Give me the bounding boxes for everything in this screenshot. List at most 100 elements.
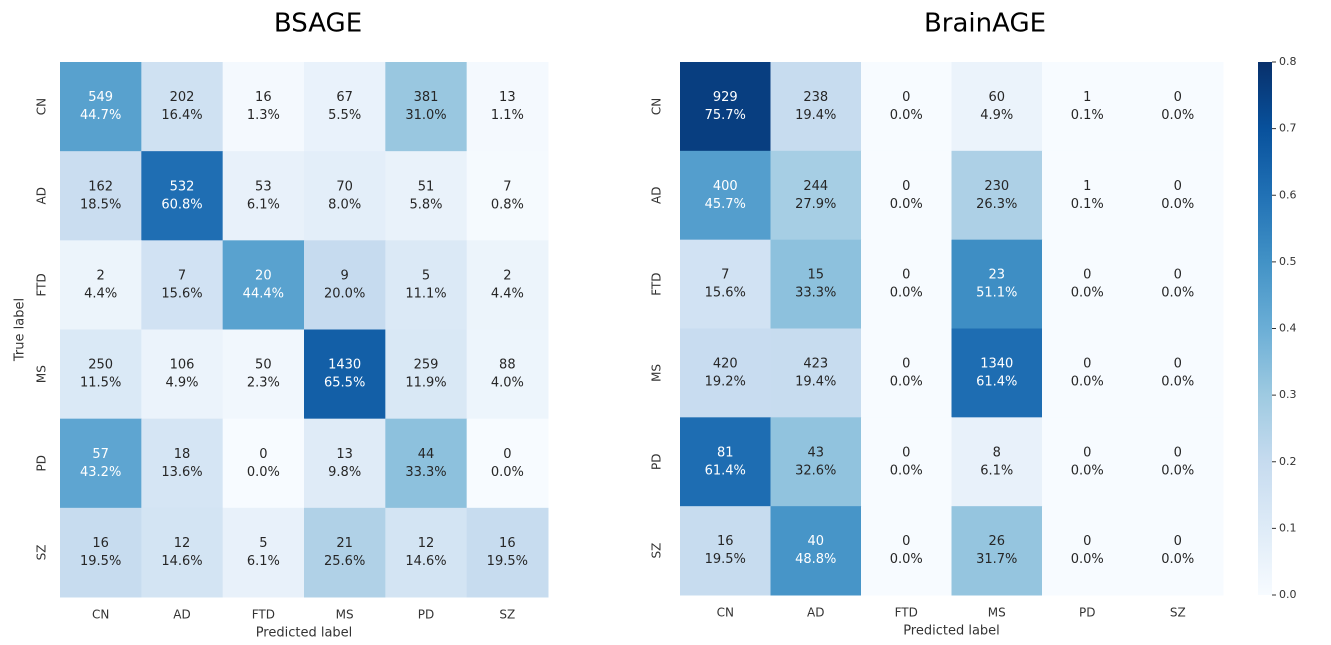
cell-count: 53 [255,179,272,194]
cell-percent: 0.0% [1161,197,1194,212]
cell-percent: 0.0% [1071,286,1104,301]
cell-percent: 33.3% [405,465,446,480]
heatmap-cell [1042,506,1133,596]
cell-percent: 19.4% [795,374,836,389]
colorbar-tick-label: 0.0 [1279,588,1297,601]
cell-count: 0 [902,356,910,371]
cell-count: 0 [1174,90,1182,105]
cell-count: 0 [259,447,267,462]
heatmap-cell [1042,62,1133,152]
heatmap-cell [304,418,386,509]
cell-count: 43 [807,445,824,460]
heatmap-cell [1132,239,1224,329]
heatmap-cell [466,240,549,330]
cell-count: 7 [503,179,511,194]
x-tick-label: MS [988,606,1006,620]
cell-count: 8 [993,445,1001,460]
cell-count: 0 [1083,445,1091,460]
cell-percent: 33.3% [795,286,836,301]
cell-count: 12 [418,536,435,551]
cell-count: 0 [902,534,910,549]
cell-percent: 19.5% [487,554,528,569]
colorbar-tick-label: 0.7 [1279,122,1297,135]
cell-percent: 65.5% [324,376,365,391]
cell-percent: 19.2% [705,374,746,389]
heatmap-cell [466,329,549,420]
cell-percent: 11.5% [80,376,121,391]
cell-percent: 0.0% [1161,286,1194,301]
cell-count: 0 [902,268,910,283]
cell-count: 549 [88,90,113,105]
cell-percent: 6.1% [980,463,1013,478]
cell-count: 162 [88,179,113,194]
heatmap-cell [951,150,1043,241]
y-axis-label: True label [13,298,28,362]
heatmap-cell [770,62,862,152]
heatmap-cell [222,418,305,509]
heatmap-cell [770,150,862,241]
cell-percent: 0.0% [1161,463,1194,478]
cell-count: 1430 [328,358,361,373]
cell-count: 88 [499,358,516,373]
cell-count: 0 [902,445,910,460]
cell-percent: 1.1% [491,108,524,123]
heatmap-cell [951,328,1043,418]
x-tick-label: FTD [895,606,918,620]
heatmap-cell [385,151,468,241]
heatmap-cell [1042,328,1133,418]
cell-percent: 51.1% [976,286,1017,301]
heatmap-cell [466,507,549,598]
heatmap-cell [1132,150,1224,241]
cell-percent: 13.6% [161,465,202,480]
colorbar-tick-label: 0.5 [1279,255,1297,268]
heatmap-cell [951,62,1043,152]
heatmap-cell [60,151,142,241]
heatmap-cell [385,62,468,152]
heatmap-cell [1042,417,1133,507]
cell-count: 40 [807,534,824,549]
heatmap-cell [304,507,386,598]
heatmap-cell [680,417,771,507]
cell-count: 15 [807,268,824,283]
cell-count: 420 [713,356,738,371]
cell-percent: 15.6% [161,286,202,301]
cell-percent: 5.5% [328,108,361,123]
heatmap-cell [60,329,142,420]
colorbar-tick-label: 0.4 [1279,322,1297,335]
heatmap-cell [385,329,468,420]
cell-percent: 61.4% [976,374,1017,389]
heatmap-cell [680,506,771,596]
y-tick-label: CN [35,98,49,115]
cell-count: 60 [988,90,1005,105]
cell-percent: 0.0% [890,108,923,123]
heatmap-cell [222,507,305,598]
cell-count: 230 [984,179,1009,194]
cell-percent: 14.6% [405,554,446,569]
cell-percent: 0.0% [247,465,280,480]
cell-count: 2 [97,268,105,283]
heatmap-cell [141,329,224,420]
cell-count: 250 [88,358,113,373]
heatmap-cell [141,62,224,152]
cell-count: 20 [255,268,272,283]
cell-percent: 0.0% [1071,463,1104,478]
cell-percent: 5.8% [409,197,442,212]
y-tick-label: AD [35,187,49,204]
cell-percent: 14.6% [161,554,202,569]
heatmap-cell [861,62,952,152]
heatmap-cell [466,62,549,152]
cell-count: 0 [1174,445,1182,460]
heatmap-cell [222,240,305,330]
cell-count: 202 [170,90,195,105]
cell-count: 21 [336,536,353,551]
heatmap-cell [770,328,862,418]
cell-count: 7 [178,268,186,283]
cell-percent: 0.8% [491,197,524,212]
heatmap-cell [304,240,386,330]
cell-count: 70 [336,179,353,194]
cell-percent: 25.6% [324,554,365,569]
cell-percent: 0.0% [1161,108,1194,123]
cell-count: 1340 [980,356,1013,371]
